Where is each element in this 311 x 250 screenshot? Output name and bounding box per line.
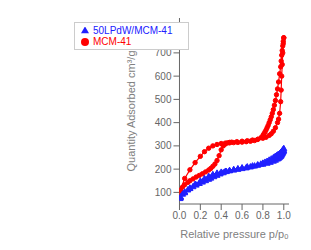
svg-text:600: 600	[155, 71, 172, 82]
svg-text:0.8: 0.8	[256, 210, 270, 221]
svg-text:0.2: 0.2	[193, 210, 207, 221]
svg-text:Quantity Adsorbed cm³/g: Quantity Adsorbed cm³/g	[125, 50, 137, 171]
svg-text:300: 300	[155, 140, 172, 151]
svg-text:400: 400	[155, 117, 172, 128]
svg-text:0.4: 0.4	[214, 210, 228, 221]
svg-text:500: 500	[155, 94, 172, 105]
svg-text:100: 100	[155, 187, 172, 198]
svg-text:0.0: 0.0	[173, 210, 187, 221]
svg-text:Relative pressure p/pₒ: Relative pressure p/pₒ	[180, 228, 288, 240]
svg-text:200: 200	[155, 164, 172, 175]
svg-text:700: 700	[155, 47, 172, 58]
svg-text:0.6: 0.6	[235, 210, 249, 221]
svg-text:800: 800	[155, 24, 172, 35]
svg-text:1.0: 1.0	[277, 210, 291, 221]
